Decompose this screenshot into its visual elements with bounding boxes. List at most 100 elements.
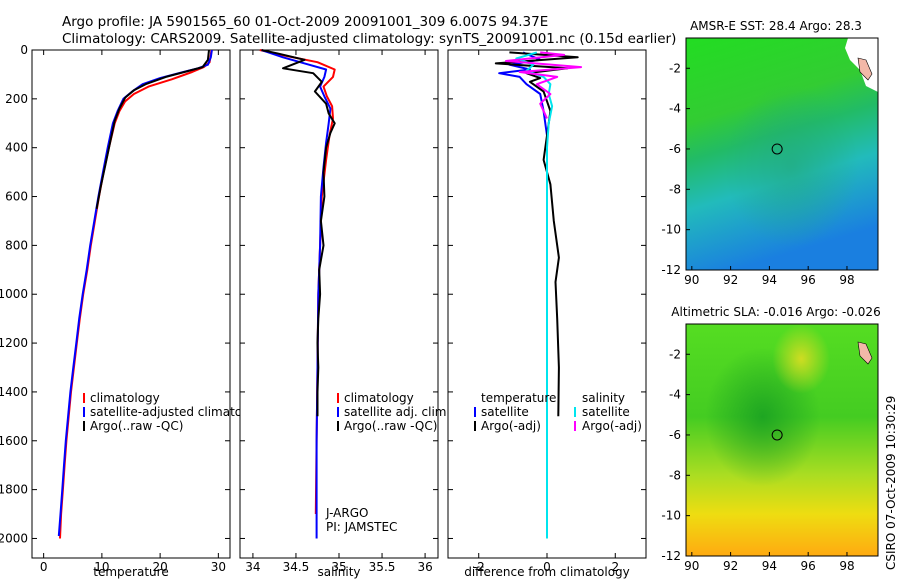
map-y-tick-label: -2 [669, 61, 681, 75]
salinity-series [259, 49, 336, 539]
temperature-xlabel: temperature [93, 565, 168, 579]
salinity-axes-box [239, 49, 439, 559]
map-y-tick-label: -8 [669, 468, 681, 482]
argo-location-marker [771, 429, 783, 441]
sla-land [857, 341, 873, 365]
y-tick-label: 200 [5, 92, 28, 106]
y-tick-label: 0 [20, 43, 28, 57]
salinity-legend: climatology satellite adj. clim. Argo(..… [337, 391, 450, 433]
x-tick-label: 0 [543, 560, 551, 574]
legend-satellite: satellite-adjusted climatology [90, 405, 268, 419]
map-x-tick-label: 90 [684, 273, 699, 287]
series-argo-raw-qc [95, 49, 210, 209]
map-y-tick-label: -2 [669, 347, 681, 361]
sst-field-overlay [686, 38, 878, 270]
sla-field-high [686, 324, 878, 556]
x-tick-label: 34 [245, 560, 260, 574]
map-x-tick-label: 98 [839, 559, 854, 573]
temperature-legend: climatology satellite-adjusted climatolo… [83, 391, 268, 433]
x-tick-label: 10 [94, 560, 109, 574]
y-tick-label: 2000 [0, 531, 28, 545]
map-x-tick-label: 94 [762, 559, 777, 573]
temperature-axes-box [31, 49, 231, 559]
difference-series [494, 51, 583, 539]
temperature-series [57, 49, 213, 539]
salinity-y-ticks [240, 49, 438, 539]
legend-satellite: satellite adj. clim. [344, 405, 450, 419]
map-y-tick-label: -6 [669, 428, 681, 442]
difference-panel: -2 0 2 difference from climatology tempera… [447, 49, 647, 579]
map-y-tick-label: -12 [661, 549, 681, 563]
y-tick-label: 1400 [0, 385, 28, 399]
map-x-tick-label: 94 [762, 273, 777, 287]
map-x-tick-label: 96 [801, 559, 816, 573]
difference-x-axis: -2 0 2 [473, 50, 619, 574]
x-tick-label: 35.5 [369, 560, 396, 574]
legend-climatology: climatology [344, 391, 414, 405]
y-tick-label: 1600 [0, 434, 28, 448]
legend-temp-satellite: satellite [481, 405, 529, 419]
legend-argo: Argo(..raw -QC) [344, 419, 437, 433]
header-line-2: Climatology: CARS2009. Satellite-adjuste… [62, 31, 676, 47]
y-tick-label: 1000 [0, 287, 28, 301]
map-y-tick-label: -4 [669, 102, 681, 116]
x-tick-label: 35 [331, 560, 346, 574]
y-tick-label: 400 [5, 141, 28, 155]
legend-temperature-title: temperature [481, 391, 556, 405]
y-tick-label: 600 [5, 190, 28, 204]
y-tick-label: 1800 [0, 483, 28, 497]
header-line-1: Argo profile: JA 5901565_60 01-Oct-2009 … [62, 14, 548, 30]
legend-climatology: climatology [90, 391, 160, 405]
salinity-panel: 34 34.5 35 35.5 36 salinity climatology sate… [239, 49, 450, 579]
map-y-tick-label: -12 [661, 263, 681, 277]
legend-temp-argo: Argo(-adj) [481, 419, 541, 433]
map-x-tick-label: 90 [684, 559, 699, 573]
salinity-x-axis: 34 34.5 35 35.5 36 [245, 50, 433, 574]
legend-sal-satellite: satellite [582, 405, 630, 419]
sla-map-frame [685, 323, 879, 557]
x-tick-label: 30 [211, 560, 226, 574]
temperature-x-axis: 0 10 20 30 [40, 50, 226, 574]
series-argo-raw-qc [261, 49, 336, 417]
x-tick-label: -2 [473, 560, 485, 574]
legend-argo: Argo(..raw -QC) [90, 419, 183, 433]
sst-map-title: AMSR-E SST: 28.4 Argo: 28.3 [690, 19, 862, 33]
map-x-tick-label: 96 [801, 273, 816, 287]
map-y-tick-label: -4 [669, 388, 681, 402]
series-salinity-argo-adj [505, 51, 583, 119]
argo-location-marker [771, 143, 783, 155]
map-x-tick-label: 92 [723, 273, 738, 287]
temperature-panel: 0 200 400 600 800 1000 1200 1400 1600 1800 2000 0 1… [0, 43, 268, 579]
difference-xlabel: difference from climatology [464, 565, 630, 579]
sla-map-title: Altimetric SLA: -0.016 Argo: -0.026 [671, 305, 880, 319]
difference-legend: temperature satellite Argo(-adj) salinit… [474, 391, 642, 433]
x-tick-label: 36 [417, 560, 432, 574]
salinity-xlabel: salinity [317, 565, 360, 579]
sla-map-axes: 90 92 94 96 98 -2 -4 -6 -8 -10 -12 [661, 347, 854, 573]
difference-y-ticks [448, 49, 646, 539]
legend-sal-argo: Argo(-adj) [582, 419, 642, 433]
x-tick-label: 20 [152, 560, 167, 574]
y-tick-label: 800 [5, 238, 28, 252]
map-x-tick-label: 98 [839, 273, 854, 287]
sst-map: AMSR-E SST: 28.4 Argo: 28.3 90 92 94 96 98 -2… [661, 19, 879, 287]
sst-land [857, 57, 873, 81]
sla-map: Altimetric SLA: -0.016 Argo: -0.026 90 92… [661, 305, 880, 573]
map-y-tick-label: -10 [661, 509, 681, 523]
x-tick-label: 2 [611, 560, 619, 574]
y-tick-label: 1200 [0, 336, 28, 350]
map-y-tick-label: -8 [669, 182, 681, 196]
sst-map-axes: 90 92 94 96 98 -2 -4 -6 -8 -10 -12 [661, 61, 854, 287]
csiro-timestamp: CSIRO 07-Oct-2009 10:30:29 [884, 396, 898, 570]
annotation-j-argo: J-ARGO [325, 506, 368, 520]
sst-map-frame [685, 37, 879, 271]
x-tick-label: 0 [40, 560, 48, 574]
depth-axis: 0 200 400 600 800 1000 1200 1400 1600 1800 2000 [0, 43, 230, 545]
map-y-tick-label: -10 [661, 223, 681, 237]
map-x-tick-label: 92 [723, 559, 738, 573]
series-salinity-satellite [515, 51, 554, 539]
x-tick-label: 34.5 [283, 560, 310, 574]
annotation-pi: PI: JAMSTEC [326, 520, 397, 534]
map-y-tick-label: -6 [669, 142, 681, 156]
